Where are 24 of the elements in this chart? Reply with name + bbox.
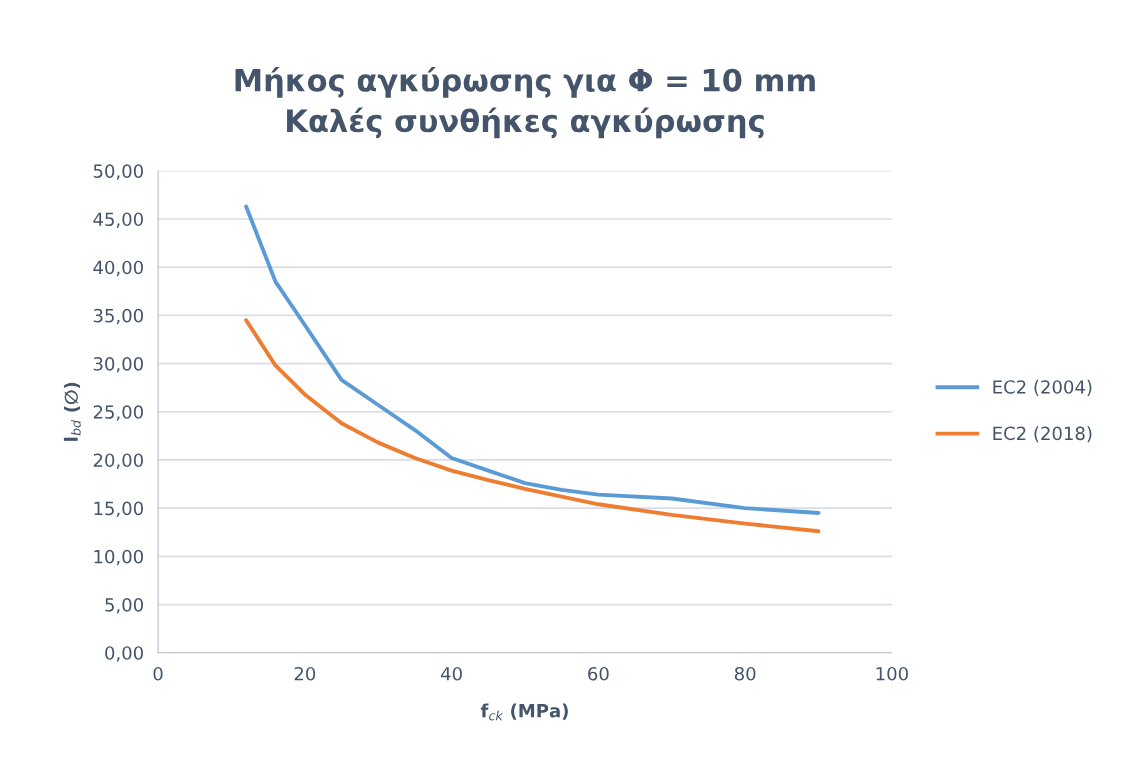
x-tick-label: 20 [294, 666, 316, 681]
y-tick-label: 25,00 [93, 405, 143, 421]
y-tick-label: 30,00 [93, 357, 143, 373]
y-tick-label: 5,00 [105, 598, 143, 614]
y-tick-label: 40,00 [93, 260, 143, 277]
chart-title: Μήκος αγκύρωσης για Φ = 10 mm Καλές συνθήκες αγκύρωσης [235, 66, 815, 139]
y-tick-label: 45,00 [93, 212, 143, 228]
y-tick-label: 35,00 [93, 308, 143, 325]
y-tick-label: 0,00 [105, 646, 143, 662]
y-tick-label: 15,00 [94, 501, 143, 518]
x-tick-label: 0 [153, 666, 163, 681]
line-series [244, 318, 821, 534]
legend-label: EC2 (2018) [993, 426, 1092, 443]
y-tick-label: 20,00 [93, 453, 143, 469]
x-tick-label: 100 [876, 666, 908, 681]
line-series [244, 204, 821, 515]
x-tick-label: 80 [734, 666, 756, 681]
y-axis-title: l$_{bd}$ (∅) [63, 382, 81, 441]
y-tick-label: 10,00 [94, 549, 143, 566]
y-tick-label: 50,00 [93, 164, 143, 180]
x-tick-label: 60 [588, 666, 609, 681]
legend-label: EC2 (2004) [993, 379, 1092, 396]
x-tick-label: 40 [441, 666, 462, 681]
x-axis-title: f$_{ck}$ (MPa) [480, 703, 568, 721]
